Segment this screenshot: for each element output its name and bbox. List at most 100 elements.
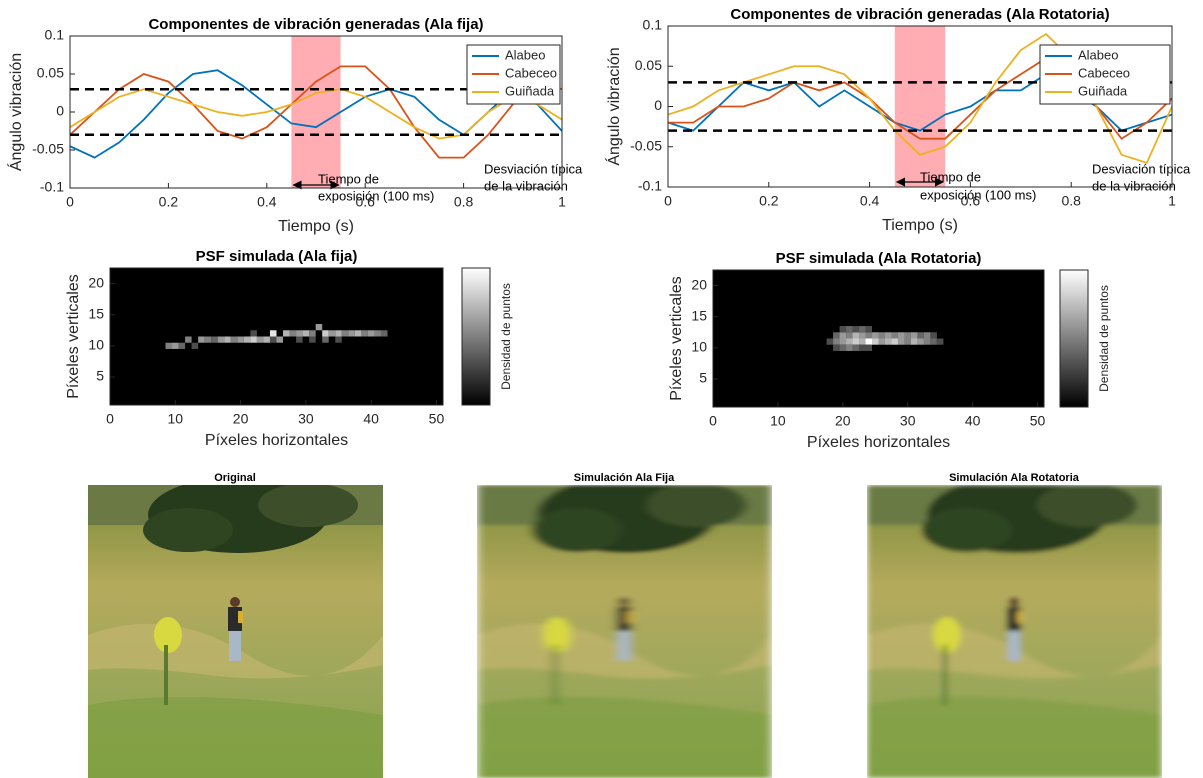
psf-cell [904, 332, 911, 339]
image [477, 477, 772, 778]
x-tick-label: 0 [664, 193, 672, 209]
x-tick-label: 0.2 [159, 194, 179, 210]
y-tick-label: -0.1 [638, 178, 662, 194]
x-axis-label: Píxeles horizontales [205, 432, 348, 449]
annotation: Desviación típica [484, 161, 583, 176]
x-tick-label: 1 [558, 194, 566, 210]
x-axis-label: Tiempo (s) [882, 217, 958, 234]
legend-box [466, 44, 561, 105]
annotation: exposición (100 ms) [920, 187, 1036, 202]
psf-cell [250, 330, 257, 337]
annotation: de la vibración [1092, 178, 1176, 193]
psf-cell [224, 336, 231, 343]
y-axis-label: Ángulo vibración [604, 47, 623, 165]
y-axis-label: Píxeles verticales [65, 274, 82, 399]
image [88, 477, 383, 778]
psf-cell [839, 344, 847, 351]
psf-cell [839, 338, 847, 345]
image-title: Simulación Ala Fija [574, 472, 675, 484]
psf-cell [302, 330, 310, 337]
x-tick-label: 1 [1168, 193, 1176, 209]
x-tick-label: 0.4 [257, 194, 277, 210]
psf-cell [328, 330, 336, 337]
annotation: de la vibración [484, 178, 568, 193]
legend-label: Cabeceo [1078, 65, 1130, 80]
colorbar [1059, 269, 1089, 408]
psf-cell [826, 338, 834, 345]
psf-cell [910, 332, 918, 339]
psf-cell [936, 338, 944, 345]
annotation: Tiempo de [920, 169, 981, 184]
psf-cell [211, 336, 218, 343]
psf-cell [884, 338, 892, 345]
psf-cell [263, 336, 270, 343]
psf-cell [852, 338, 860, 345]
psf-cell [361, 330, 368, 337]
y-tick-label: 0 [654, 97, 662, 113]
psf-cell [367, 330, 375, 337]
y-tick-label: 20 [691, 276, 707, 292]
y-tick-label: 10 [691, 339, 707, 355]
y-tick-label: 5 [699, 370, 707, 386]
psf-cell [322, 336, 329, 343]
psf-cell [237, 336, 244, 343]
legend-label: Guiñada [1078, 83, 1128, 98]
y-tick-label: -0.1 [40, 179, 64, 195]
legend-label: Cabeceo [505, 65, 557, 80]
psf-cell [878, 332, 885, 339]
psf-cell [910, 338, 918, 345]
axes-box [109, 267, 444, 406]
psf-cell [878, 338, 885, 345]
psf-cell [276, 336, 284, 343]
psf-cell [833, 332, 840, 339]
y-tick-label: 20 [88, 274, 104, 290]
psf-cell [865, 344, 873, 351]
psf-cell [217, 336, 225, 343]
y-tick-label: 0.1 [45, 27, 65, 43]
psf-cell [846, 326, 853, 333]
psf-cell [872, 332, 879, 339]
x-tick-label: 30 [298, 411, 314, 427]
y-tick-label: 0.05 [37, 65, 64, 81]
image-panel: Simulación Ala Rotatoria [867, 472, 1162, 778]
psf-cell [852, 326, 860, 333]
y-axis-label: Píxeles verticales [668, 276, 685, 401]
x-tick-label: 0.6 [961, 193, 981, 209]
image-title: Simulación Ala Rotatoria [949, 472, 1080, 484]
psf-cell [341, 330, 349, 337]
x-tick-label: 0.2 [759, 193, 779, 209]
y-tick-label: 5 [96, 368, 104, 384]
x-tick-label: 50 [1030, 413, 1046, 429]
psf-cell [230, 336, 238, 343]
y-tick-label: -0.05 [630, 137, 662, 153]
legend-label: Alabeo [505, 47, 545, 62]
exposure-span [291, 36, 341, 188]
psf-cell [348, 330, 355, 337]
x-tick-label: 50 [429, 411, 445, 427]
legend-label: Alabeo [1078, 47, 1118, 62]
psf-cell [859, 332, 866, 339]
y-tick-label: -0.05 [32, 141, 64, 157]
psf-cell [204, 336, 212, 343]
x-tick-label: 0 [709, 413, 717, 429]
image-panel: Original [88, 472, 383, 778]
psf-cell [309, 336, 316, 343]
psf-cell [865, 332, 873, 339]
psf-cell [923, 338, 931, 345]
psf-cell [923, 332, 931, 339]
psf-cell [833, 344, 840, 351]
series-line [70, 65, 562, 159]
psf-cell [930, 338, 937, 345]
series-line [70, 88, 562, 140]
exposure-span [894, 26, 946, 187]
psf-cell [839, 332, 847, 339]
psf-cell [374, 330, 381, 337]
chart-title: PSF simulada (Ala fija) [196, 248, 358, 265]
x-tick-label: 0.8 [1061, 193, 1081, 209]
psf-cell [897, 332, 905, 339]
chart-title: Componentes de vibración generadas (Ala … [148, 16, 483, 33]
psf-cell [269, 330, 277, 337]
psf-cell [833, 338, 840, 345]
colorbar-label: Densidad de puntos [499, 283, 513, 390]
